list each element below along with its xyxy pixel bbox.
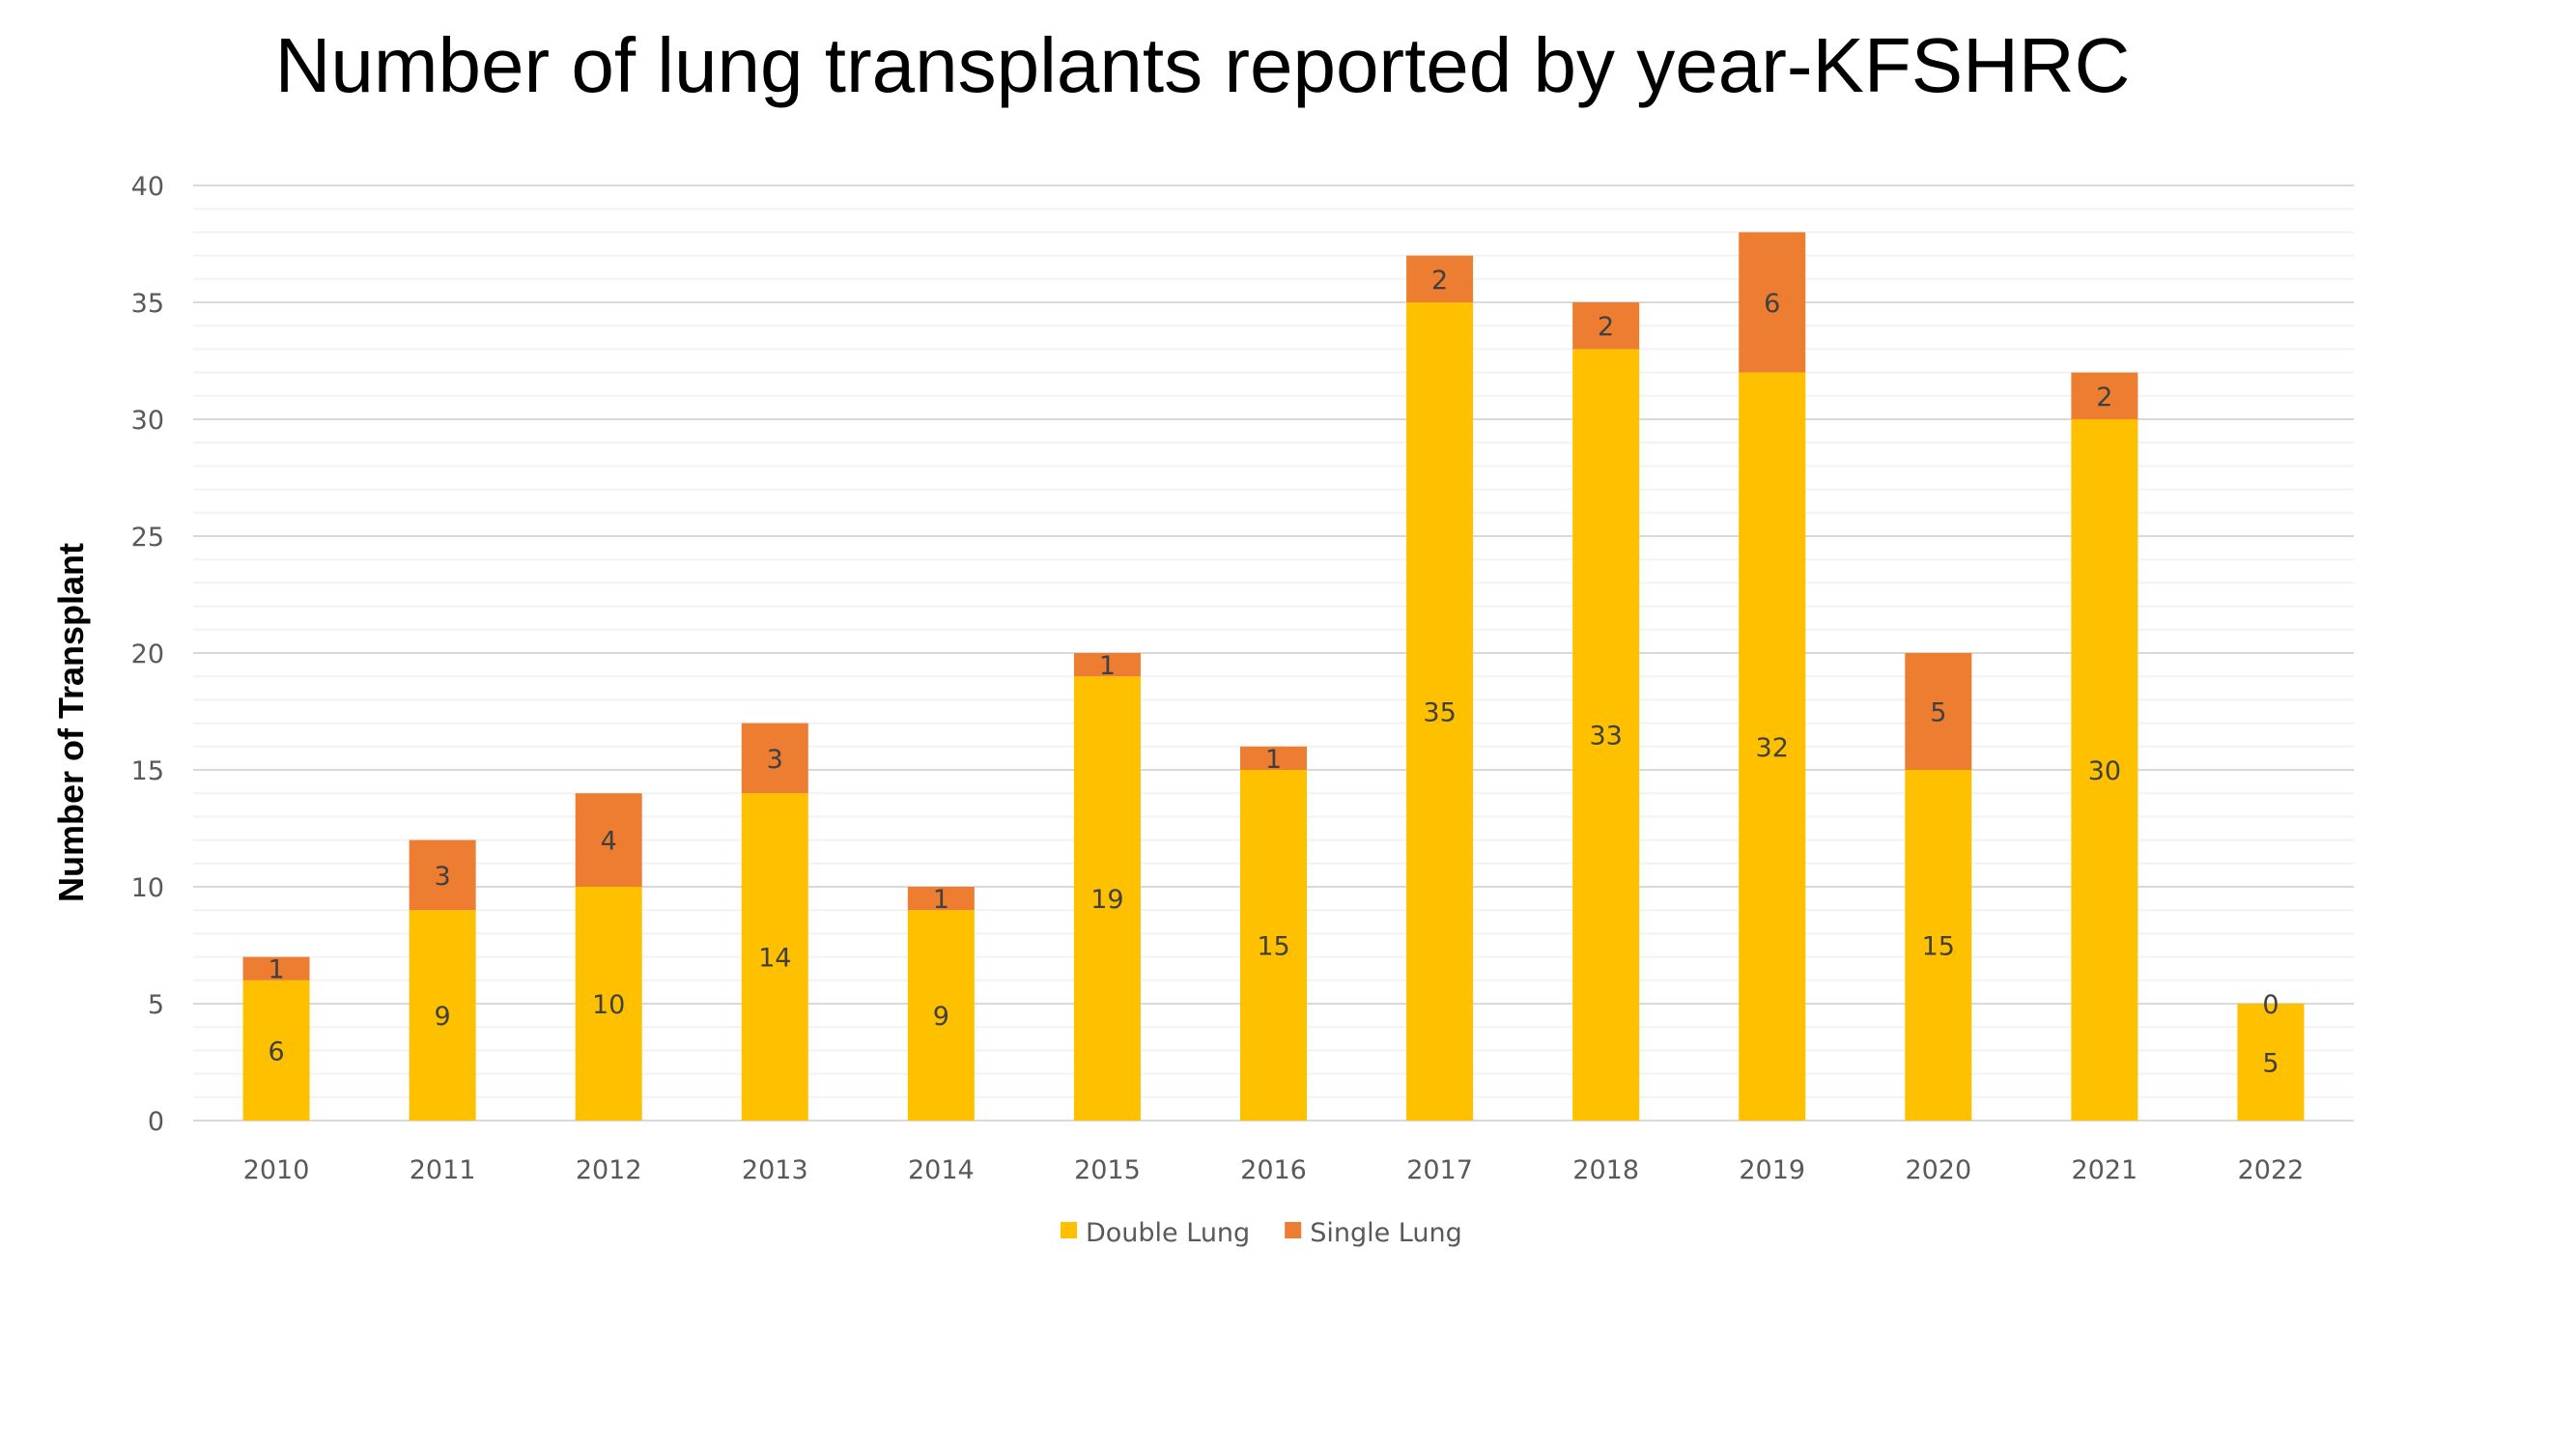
bar-single-lung <box>1739 232 1806 373</box>
bar-double-lung <box>907 910 975 1121</box>
bar-double-lung <box>2237 1004 2305 1121</box>
data-label: 2 <box>1431 266 1448 296</box>
data-label: 6 <box>268 1037 284 1066</box>
chart-title: Number of lung transplants reported by y… <box>274 22 2131 108</box>
data-label: 4 <box>601 827 617 857</box>
x-tick-label: 2013 <box>742 1155 808 1185</box>
bar-double-lung <box>409 910 476 1121</box>
data-label: 15 <box>1922 932 1955 962</box>
bar-single-lung <box>242 956 310 980</box>
bar-double-lung <box>1240 770 1307 1121</box>
data-label: 32 <box>1756 733 1789 763</box>
data-label: 10 <box>592 990 625 1020</box>
x-tick-label: 2010 <box>243 1155 310 1185</box>
data-label: 5 <box>2262 1049 2279 1079</box>
bar-double-lung <box>1905 770 1972 1121</box>
bar-double-lung <box>242 980 310 1121</box>
data-label: 2 <box>2096 383 2112 412</box>
bar-double-lung <box>1572 349 1640 1121</box>
y-tick-label: 10 <box>131 873 164 903</box>
legend-swatch-single-lung <box>1285 1222 1302 1238</box>
x-tick-label: 2015 <box>1074 1155 1141 1185</box>
data-label: 35 <box>1423 698 1456 728</box>
bar-single-lung <box>1073 653 1141 677</box>
y-tick-label: 25 <box>131 523 164 553</box>
data-label: 33 <box>1589 722 1622 752</box>
bar-single-lung <box>1905 653 1972 770</box>
bar-double-lung <box>1073 676 1141 1121</box>
bar-single-lung <box>1406 255 1474 302</box>
y-axis-title: Number of Transplant <box>51 543 91 902</box>
bar-single-lung <box>575 793 642 887</box>
bar-single-lung <box>741 723 808 794</box>
data-label: 1 <box>933 885 949 915</box>
bar-single-lung <box>409 839 476 911</box>
data-label: 9 <box>435 1002 451 1032</box>
bar-double-lung <box>1406 302 1474 1121</box>
bar-double-lung <box>575 887 642 1121</box>
y-tick-label: 40 <box>131 172 164 202</box>
bar-single-lung <box>1240 746 1307 770</box>
bar-single-lung <box>907 887 975 911</box>
bar-single-lung <box>1572 302 1640 350</box>
x-tick-label: 2011 <box>410 1155 476 1185</box>
bar-double-lung <box>741 793 808 1121</box>
data-label: 0 <box>2262 990 2279 1020</box>
data-label: 1 <box>268 955 284 985</box>
data-label: 6 <box>1764 289 1780 319</box>
x-tick-label: 2012 <box>576 1155 642 1185</box>
bar-double-lung <box>2071 419 2138 1121</box>
bar-single-lung <box>2071 372 2138 419</box>
y-tick-label: 15 <box>131 756 164 786</box>
data-label: 14 <box>758 944 791 974</box>
x-tick-label: 2016 <box>1240 1155 1307 1185</box>
data-label: 1 <box>1099 651 1116 681</box>
x-tick-label: 2022 <box>2238 1155 2305 1185</box>
bar-double-lung <box>1739 372 1806 1122</box>
data-label: 5 <box>1930 698 1946 728</box>
data-label: 9 <box>933 1002 949 1032</box>
data-label: 3 <box>435 862 451 892</box>
data-label: 19 <box>1090 885 1123 915</box>
legend-label: Double Lung <box>1086 1218 1250 1248</box>
x-tick-label: 2014 <box>908 1155 975 1185</box>
data-label: 30 <box>2088 756 2121 786</box>
legend-swatch-double-lung <box>1061 1222 1077 1238</box>
data-label: 15 <box>1257 932 1289 962</box>
x-tick-label: 2021 <box>2072 1155 2138 1185</box>
legend-label: Single Lung <box>1310 1218 1462 1248</box>
data-label: 3 <box>767 745 783 775</box>
y-tick-label: 30 <box>131 406 164 436</box>
data-label: 2 <box>1598 312 1614 342</box>
y-tick-label: 5 <box>148 990 164 1020</box>
x-tick-label: 2017 <box>1406 1155 1473 1185</box>
data-label: 1 <box>1265 745 1282 775</box>
y-tick-label: 35 <box>131 289 164 319</box>
x-tick-label: 2018 <box>1572 1155 1639 1185</box>
x-tick-label: 2020 <box>1905 1155 1971 1185</box>
y-tick-label: 0 <box>148 1107 164 1137</box>
y-tick-label: 20 <box>131 639 164 669</box>
x-tick-label: 2019 <box>1739 1155 1805 1185</box>
